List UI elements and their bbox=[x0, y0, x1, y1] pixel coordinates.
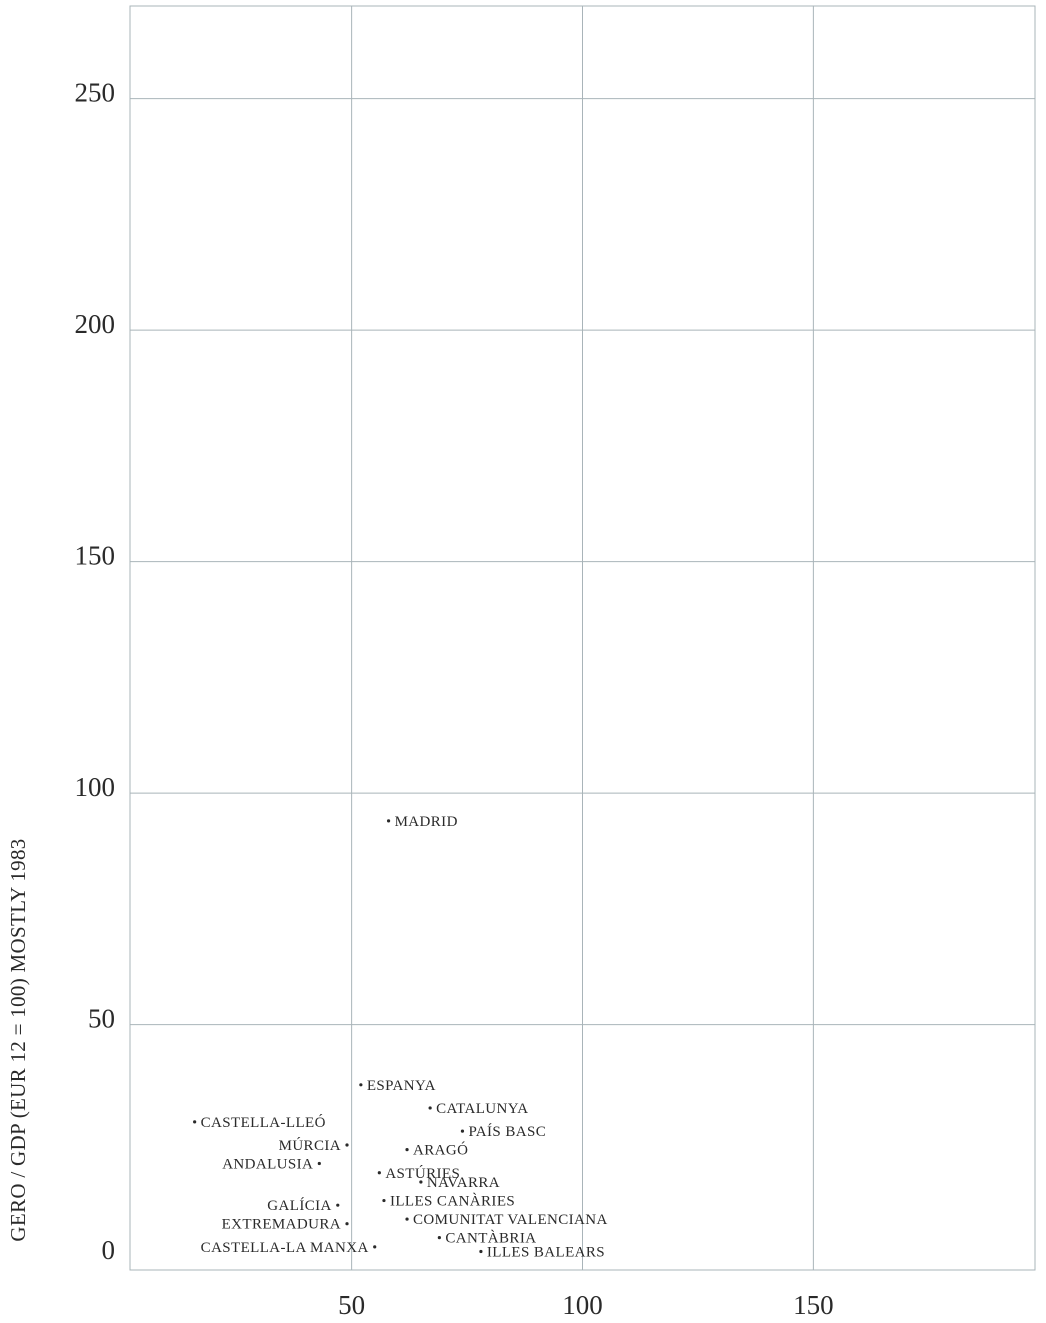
point-pais-basc: PAÍS BASC bbox=[460, 1123, 546, 1140]
tick-labels: 50 100 150 0 50 100 150 200 250 bbox=[75, 78, 834, 1320]
point-marker bbox=[193, 1120, 197, 1124]
point-label: MÚRCIA bbox=[279, 1137, 341, 1154]
point-castella-lleo: CASTELLA-LLEÓ bbox=[193, 1114, 326, 1131]
point-marker bbox=[345, 1143, 349, 1147]
point-label: ASTÚRIES bbox=[385, 1165, 460, 1182]
y-tick-label-250: 250 bbox=[75, 78, 116, 108]
point-label: NAVARRA bbox=[427, 1175, 500, 1191]
point-label: CATALUNYA bbox=[436, 1101, 528, 1117]
point-marker bbox=[382, 1198, 386, 1203]
point-espanya: ESPANYA bbox=[359, 1078, 436, 1094]
point-marker bbox=[460, 1129, 465, 1133]
point-castella-la-manxa: CASTELLA-LA MANXA bbox=[201, 1240, 377, 1256]
point-label: COMUNITAT VALENCIANA bbox=[413, 1212, 608, 1228]
point-label: ILLES BALEARS bbox=[487, 1244, 605, 1260]
point-madrid: MADRID bbox=[386, 814, 458, 830]
point-illes-balears: ILLES BALEARS bbox=[479, 1244, 605, 1260]
point-label: EXTREMADURA bbox=[222, 1217, 341, 1233]
point-marker bbox=[405, 1148, 409, 1152]
point-arago: ARAGÓ bbox=[405, 1142, 468, 1159]
point-label: ARAGÓ bbox=[413, 1142, 468, 1159]
x-tick-label-150: 150 bbox=[793, 1290, 834, 1320]
point-label: CANTÀBRIA bbox=[445, 1230, 536, 1247]
point-label: PAÍS BASC bbox=[468, 1123, 546, 1140]
grid bbox=[130, 6, 1035, 1270]
point-murcia: MÚRCIA bbox=[279, 1137, 349, 1154]
point-marker bbox=[373, 1245, 377, 1249]
y-tick-label-200: 200 bbox=[75, 309, 116, 339]
point-marker bbox=[359, 1083, 363, 1087]
point-label: ANDALUSIA bbox=[222, 1157, 313, 1173]
y-tick-label-0: 0 bbox=[102, 1235, 116, 1265]
point-catalunya: CATALUNYA bbox=[428, 1101, 528, 1117]
point-galicia: GALÍCIA bbox=[267, 1197, 340, 1214]
point-label: ILLES CANÀRIES bbox=[390, 1193, 515, 1210]
point-label: CASTELLA-LLEÓ bbox=[201, 1114, 326, 1131]
point-label: CASTELLA-LA MANXA bbox=[201, 1240, 369, 1256]
point-cantabria: CANTÀBRIA bbox=[437, 1230, 536, 1247]
x-tick-label-100: 100 bbox=[562, 1290, 603, 1320]
point-marker bbox=[386, 819, 391, 823]
y-tick-label-50: 50 bbox=[88, 1004, 115, 1034]
point-asturies: ASTÚRIES bbox=[377, 1165, 460, 1182]
plot-frame bbox=[129, 5, 1036, 1271]
point-extremadura: EXTREMADURA bbox=[222, 1217, 349, 1233]
point-illes-canaries: ILLES CANÀRIES bbox=[382, 1193, 515, 1210]
point-marker bbox=[317, 1161, 321, 1166]
point-marker bbox=[437, 1235, 441, 1240]
point-marker bbox=[336, 1203, 340, 1207]
point-marker bbox=[345, 1222, 349, 1226]
point-marker bbox=[405, 1217, 409, 1221]
y-tick-label-100: 100 bbox=[75, 772, 116, 802]
point-label: MADRID bbox=[395, 814, 458, 830]
point-label: GALÍCIA bbox=[267, 1197, 331, 1214]
y-tick-label-150: 150 bbox=[75, 541, 116, 571]
point-label: ESPANYA bbox=[367, 1078, 436, 1094]
point-andalusia: ANDALUSIA bbox=[222, 1157, 321, 1173]
point-comunitat-valenciana: COMUNITAT VALENCIANA bbox=[405, 1212, 607, 1228]
point-marker bbox=[419, 1180, 423, 1184]
point-marker bbox=[428, 1106, 432, 1110]
point-marker bbox=[479, 1249, 483, 1254]
y-axis-label: GERO / GDP (EUR 12 = 100) MOSTLY 1983 bbox=[6, 838, 30, 1241]
x-tick-label-50: 50 bbox=[338, 1290, 365, 1320]
point-navarra: NAVARRA bbox=[419, 1175, 500, 1191]
point-marker bbox=[377, 1171, 381, 1175]
